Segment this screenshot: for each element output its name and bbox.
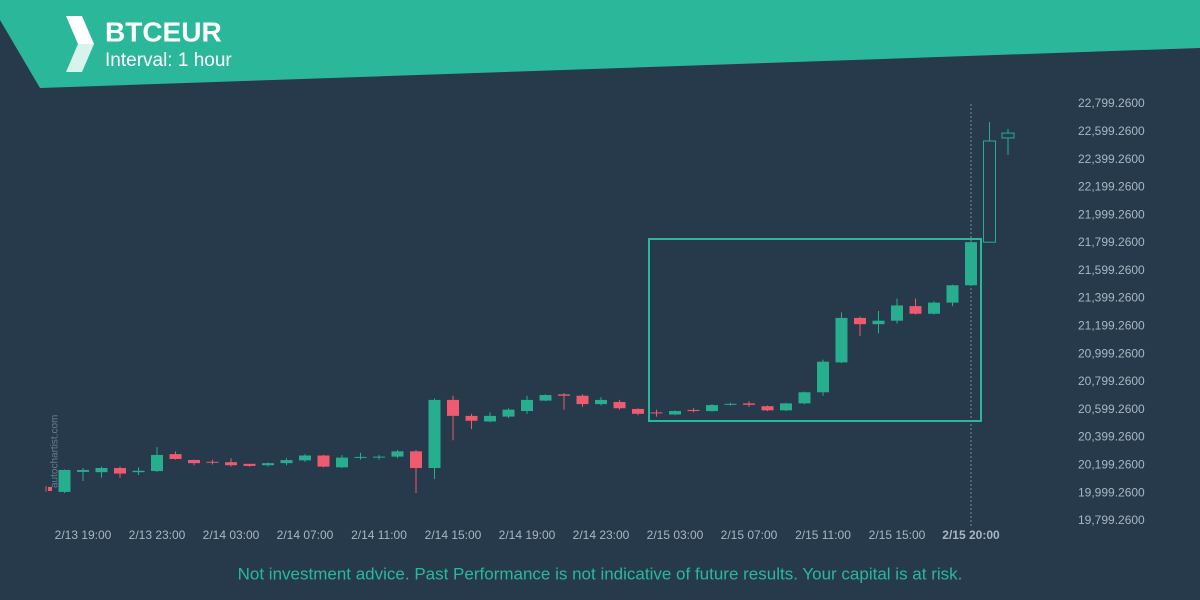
candle-body: [983, 140, 996, 243]
candle-body: [780, 403, 792, 411]
candle-body: [595, 399, 607, 405]
candle-body: [465, 415, 478, 421]
candle-body: [151, 454, 163, 472]
candle-body: [632, 408, 644, 414]
candle-body: [336, 457, 348, 468]
candle-body: [262, 463, 274, 466]
candle-body: [872, 320, 885, 325]
candle-body: [1001, 132, 1015, 139]
x-tick-label: 2/15 20:00: [942, 528, 1000, 542]
x-tick-label: 2/15 11:00: [795, 528, 851, 542]
candle-body: [132, 470, 145, 473]
y-tick-label: 20,799.2600: [1078, 374, 1145, 388]
candle-body: [743, 403, 755, 405]
candle-body: [188, 459, 200, 464]
x-tick-label: 2/15 03:00: [647, 528, 704, 542]
candle-body: [521, 399, 533, 412]
candle-body: [706, 405, 718, 412]
x-tick-label: 2/14 15:00: [425, 528, 482, 542]
candle-body: [225, 462, 237, 466]
candle-body: [484, 415, 496, 422]
candle-body: [410, 451, 422, 469]
candle-body: [817, 361, 829, 393]
candle-body: [447, 399, 459, 416]
candle-body: [48, 486, 52, 491]
candle-body: [928, 302, 940, 314]
y-tick-label: 20,399.2600: [1078, 430, 1145, 444]
y-tick-label: 20,199.2600: [1078, 458, 1145, 472]
y-tick-label: 21,199.2600: [1078, 319, 1145, 333]
y-tick-label: 21,599.2600: [1078, 263, 1145, 277]
candle-body: [613, 402, 626, 409]
header-band: [0, 0, 1200, 88]
candle-body: [946, 285, 959, 303]
candle-body: [354, 456, 367, 458]
x-tick-label: 2/14 19:00: [499, 528, 556, 542]
candle-body: [77, 469, 89, 472]
candle-body: [299, 455, 311, 461]
y-tick-label: 19,799.2600: [1078, 513, 1145, 527]
candle-body: [243, 463, 256, 466]
pattern-highlight: [648, 238, 982, 422]
candle-body: [169, 454, 182, 459]
y-tick-label: 21,999.2600: [1078, 207, 1145, 221]
y-tick-label: 21,799.2600: [1078, 235, 1145, 249]
candle-body: [650, 412, 663, 414]
candle-body: [835, 317, 848, 363]
x-tick-label: 2/15 07:00: [721, 528, 778, 542]
candle-body: [854, 317, 866, 325]
candle-body: [206, 461, 219, 463]
candle-body: [558, 394, 570, 396]
y-tick-label: 19,999.2600: [1078, 485, 1145, 499]
y-tick-label: 21,399.2600: [1078, 291, 1145, 305]
x-tick-label: 2/15 15:00: [869, 528, 926, 542]
candle-body: [391, 451, 404, 457]
x-tick-label: 2/14 23:00: [573, 528, 630, 542]
candle-body: [909, 306, 922, 314]
candle-body: [687, 409, 700, 412]
chart-subtitle: Interval: 1 hour: [105, 50, 232, 71]
candle-body: [539, 395, 552, 401]
candle-body: [317, 455, 330, 467]
y-tick-label: 22,399.2600: [1078, 152, 1145, 166]
candle-body: [669, 411, 681, 415]
x-tick-label: 2/14 03:00: [203, 528, 260, 542]
candle-body: [114, 468, 126, 474]
x-tick-label: 2/13 19:00: [55, 528, 112, 542]
y-tick-label: 20,599.2600: [1078, 402, 1145, 416]
chart-title: BTCEUR: [105, 16, 222, 47]
x-tick-label: 2/13 23:00: [129, 528, 186, 542]
x-tick-label: 2/14 11:00: [351, 528, 407, 542]
candle-body: [724, 403, 737, 405]
candle-body: [373, 456, 385, 458]
y-tick-label: 22,799.2600: [1078, 96, 1145, 110]
candle-body: [280, 460, 293, 464]
y-tick-label: 22,599.2600: [1078, 124, 1145, 138]
x-tick-label: 2/14 07:00: [277, 528, 334, 542]
candle-body: [798, 392, 811, 404]
candle-body: [95, 468, 108, 473]
candle-body: [502, 409, 515, 417]
candle-body: [761, 406, 774, 411]
candle-body: [965, 242, 977, 286]
watermark: autochartist.com: [50, 415, 61, 488]
candle-body: [58, 469, 71, 492]
candle-body: [428, 399, 441, 469]
logo: [66, 16, 94, 72]
disclaimer: Not investment advice. Past Performance …: [238, 564, 963, 583]
y-tick-label: 20,999.2600: [1078, 346, 1145, 360]
candle-body: [891, 305, 903, 321]
y-tick-label: 22,199.2600: [1078, 180, 1145, 194]
candle-body: [576, 395, 589, 405]
